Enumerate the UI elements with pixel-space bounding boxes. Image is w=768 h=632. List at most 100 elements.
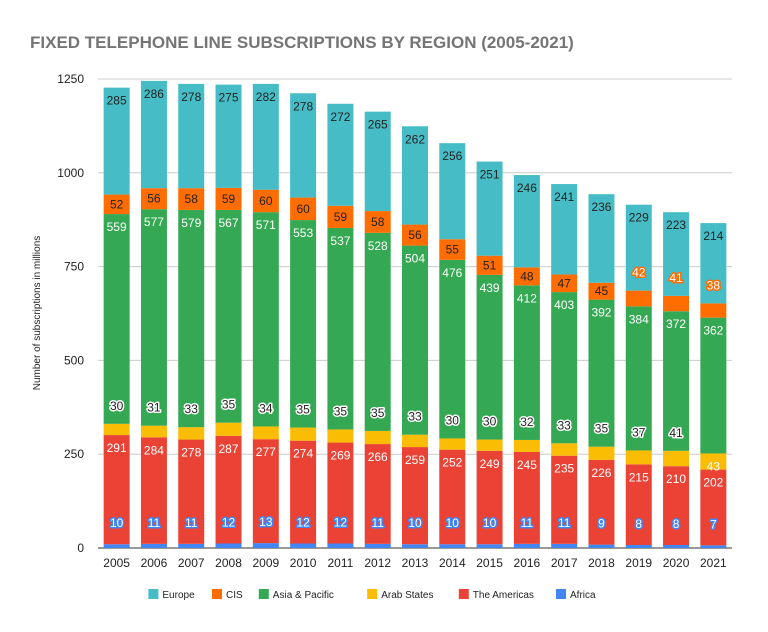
data-label-outline: 10 — [483, 516, 497, 530]
bar-segment — [476, 274, 503, 440]
legend-item: Europe — [162, 590, 195, 601]
bar-segment — [402, 126, 428, 225]
bar-segment — [625, 450, 652, 465]
bar-segment — [551, 543, 578, 548]
data-label-outline: 10 — [110, 516, 124, 530]
data-label: 60 — [296, 202, 310, 216]
data-label: 245 — [517, 458, 537, 472]
bar-segment — [551, 184, 578, 275]
data-label: 30 — [446, 413, 460, 427]
bar-segment — [364, 111, 391, 212]
data-label-outline: 33 — [408, 410, 422, 424]
data-label: 269 — [330, 449, 350, 463]
data-label: 285 — [107, 94, 127, 108]
y-tick-label: 0 — [77, 541, 84, 555]
data-label: 202 — [703, 476, 723, 490]
data-label: 577 — [144, 215, 164, 229]
data-label: 31 — [147, 401, 161, 415]
bar-segment — [178, 439, 205, 544]
data-label: 272 — [330, 110, 350, 124]
legend-item: The Americas — [473, 590, 534, 601]
data-label: 266 — [368, 450, 388, 464]
data-label: 278 — [181, 90, 201, 104]
bar-segment — [140, 425, 167, 438]
data-label: 579 — [181, 216, 201, 230]
bar-segment — [476, 255, 503, 275]
bar-segment — [588, 544, 615, 548]
data-label: 265 — [368, 118, 388, 132]
bar-segment — [140, 188, 167, 210]
data-label-outline: 41 — [669, 271, 683, 285]
bar-segment — [663, 295, 690, 312]
data-label: 284 — [144, 443, 164, 457]
data-label: 59 — [222, 192, 236, 206]
bar-segment — [290, 220, 317, 428]
data-label-outline: 41 — [669, 426, 683, 440]
y-axis-label: Number of subscriptions in millions — [32, 236, 43, 391]
bar-segment — [178, 543, 205, 548]
data-label: 33 — [408, 410, 422, 424]
bar-segment — [402, 544, 428, 548]
legend-swatch — [258, 589, 269, 599]
bar-segment — [290, 93, 317, 198]
bar-segment — [103, 544, 130, 548]
bar-segment — [215, 187, 242, 210]
data-label: 60 — [259, 194, 273, 208]
bar-segment — [588, 194, 615, 283]
data-label: 226 — [591, 466, 611, 480]
bar-segment — [364, 444, 391, 544]
bar-segment — [140, 437, 167, 544]
bar-segment — [439, 449, 466, 545]
bar-segment — [402, 447, 428, 545]
data-label: 59 — [334, 210, 348, 224]
bar-segment — [663, 311, 690, 451]
data-label-outline: 30 — [110, 399, 124, 413]
data-label: 286 — [144, 87, 164, 101]
data-label: 55 — [446, 243, 460, 257]
bar-segment — [513, 439, 540, 452]
data-label: 10 — [408, 516, 422, 530]
bar-segment — [364, 232, 391, 431]
bar-segment — [513, 267, 540, 286]
data-label-outline: 11 — [185, 516, 198, 530]
bar-segment — [140, 80, 167, 189]
data-label: 384 — [629, 312, 649, 326]
data-label: 291 — [107, 441, 127, 455]
bar-segment — [588, 459, 615, 545]
data-label: 7 — [710, 517, 717, 531]
x-tick-label: 2010 — [290, 556, 317, 570]
x-tick-label: 2015 — [476, 556, 503, 570]
data-label-outline: 35 — [296, 403, 310, 417]
data-label: 11 — [185, 516, 198, 530]
bar-segment — [513, 175, 540, 268]
bar-segment — [103, 423, 130, 436]
bar-segment — [402, 434, 428, 448]
data-label: 52 — [110, 197, 124, 211]
data-label-outline: 12 — [334, 515, 348, 529]
bar-segment — [402, 245, 428, 435]
legend-item: Asia & Pacific — [273, 590, 334, 601]
chart-title: FIXED TELEPHONE LINE SUBSCRIPTIONS BY RE… — [30, 33, 574, 52]
data-label-outline: 38 — [707, 278, 721, 292]
legend-swatch — [212, 589, 222, 599]
bar-segment — [700, 453, 727, 470]
bar-segment — [252, 543, 279, 548]
data-label-outline: 13 — [259, 515, 273, 529]
x-tick-label: 2009 — [252, 556, 279, 570]
data-label: 277 — [256, 445, 276, 459]
y-tick-label: 500 — [64, 353, 84, 367]
bar-segment — [364, 430, 391, 445]
data-label: 274 — [293, 447, 313, 461]
data-label-outline: 31 — [147, 401, 161, 415]
data-label: 259 — [405, 453, 425, 467]
bar-segment — [625, 204, 652, 291]
bar-segment — [439, 438, 466, 450]
data-label: 56 — [147, 192, 161, 206]
x-tick-label: 2008 — [215, 556, 242, 570]
x-tick-label: 2017 — [551, 556, 578, 570]
bar-segment — [364, 543, 391, 548]
data-label-outline: 11 — [148, 516, 161, 530]
data-label: 48 — [520, 269, 534, 283]
data-label: 51 — [483, 258, 497, 272]
data-label-outline: 11 — [558, 516, 571, 530]
